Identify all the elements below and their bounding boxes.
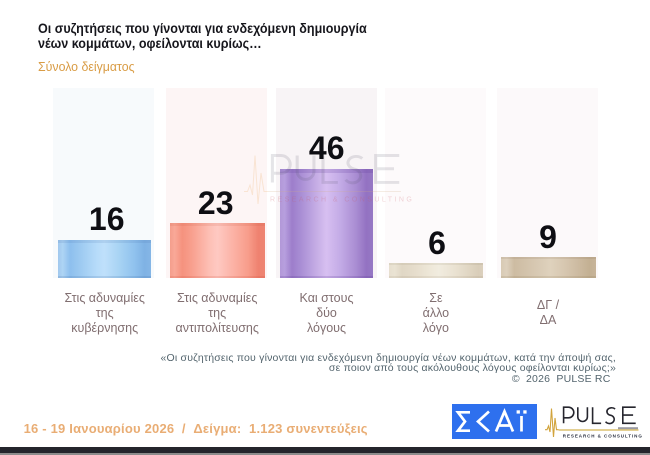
svg-text:RESEARCH & CONSULTING: RESEARCH & CONSULTING <box>270 197 414 204</box>
svg-text:RESEARCH & CONSULTING: RESEARCH & CONSULTING <box>563 434 643 439</box>
